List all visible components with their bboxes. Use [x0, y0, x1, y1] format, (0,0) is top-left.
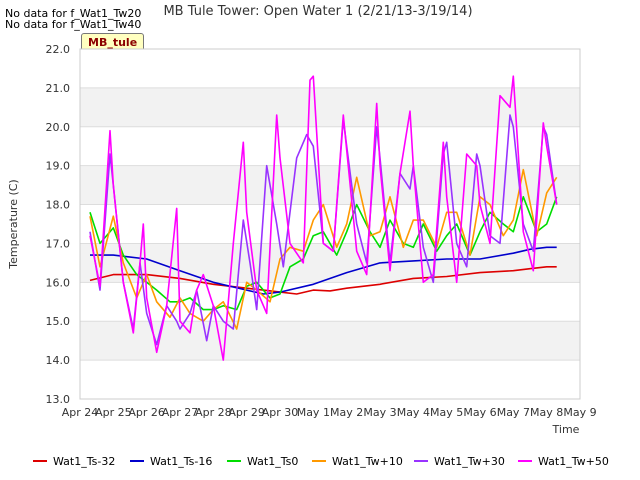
background-band — [80, 321, 580, 361]
series-line-wat1-tw-50 — [89, 75, 558, 361]
legend-label: Wat1_Tw+50 — [538, 455, 609, 468]
x-tick-label: Apr 27 — [162, 406, 199, 419]
x-axis-label: Time — [552, 423, 580, 436]
chart-title: MB Tule Tower: Open Water 1 (2/21/13-3/1… — [163, 4, 472, 19]
background-band — [80, 126, 580, 166]
x-tick-label: May 6 — [463, 406, 496, 419]
plot-frame — [79, 48, 581, 400]
background-band — [80, 49, 580, 88]
no-data-line-1: No data for f_Wat1_Tw20 — [5, 7, 142, 20]
x-tick-label: May 3 — [363, 406, 396, 419]
y-tick-label: 14.0 — [46, 354, 71, 367]
background-band — [80, 360, 580, 399]
y-tick-label: 20.0 — [46, 121, 71, 134]
background-band — [80, 165, 580, 205]
legend-label: Wat1_Ts-32 — [53, 455, 115, 468]
x-tick-label: May 9 — [563, 406, 596, 419]
legend-label: Wat1_Ts0 — [247, 455, 298, 468]
background-band — [80, 87, 580, 127]
x-tick-label: Apr 25 — [95, 406, 132, 419]
x-tick-label: May 8 — [530, 406, 563, 419]
y-tick-label: 19.0 — [46, 160, 71, 173]
x-tick-label: Apr 30 — [262, 406, 299, 419]
y-tick-label: 18.0 — [46, 199, 71, 212]
legend: Wat1_Ts-32 Wat1_Ts-16 Wat1_Ts0 Wat1_Tw+10 Wa… — [33, 455, 609, 468]
x-tick-label: May 4 — [397, 406, 430, 419]
y-tick-label: 13.0 — [46, 393, 71, 406]
x-tick-label: May 5 — [430, 406, 463, 419]
y-tick-label: 22.0 — [46, 43, 71, 56]
no-data-line-2: No data for f_Wat1_Tw40 — [5, 18, 142, 31]
y-axis-label: Temperature (C) — [7, 179, 20, 269]
x-tick-label: May 1 — [297, 406, 330, 419]
x-tick-label: Apr 29 — [228, 406, 265, 419]
legend-label: Wat1_Tw+10 — [332, 455, 403, 468]
station-badge: MB_tule — [81, 33, 145, 52]
legend-label: Wat1_Tw+30 — [434, 455, 505, 468]
x-tick-label: May 2 — [330, 406, 363, 419]
x-tick-label: Apr 26 — [128, 406, 165, 419]
background-band — [80, 282, 580, 322]
series-line-wat1-ts-32 — [89, 265, 557, 295]
y-tick-label: 16.0 — [46, 276, 71, 289]
series-line-wat1-ts-16 — [90, 246, 557, 295]
x-tick-label: Apr 28 — [195, 406, 232, 419]
y-tick-label: 15.0 — [46, 315, 71, 328]
x-tick-label: May 7 — [497, 406, 530, 419]
y-tick-label: 21.0 — [46, 82, 71, 95]
legend-label: Wat1_Ts-16 — [150, 455, 212, 468]
x-tick-label: Apr 24 — [62, 406, 99, 419]
y-tick-label: 17.0 — [46, 237, 71, 250]
